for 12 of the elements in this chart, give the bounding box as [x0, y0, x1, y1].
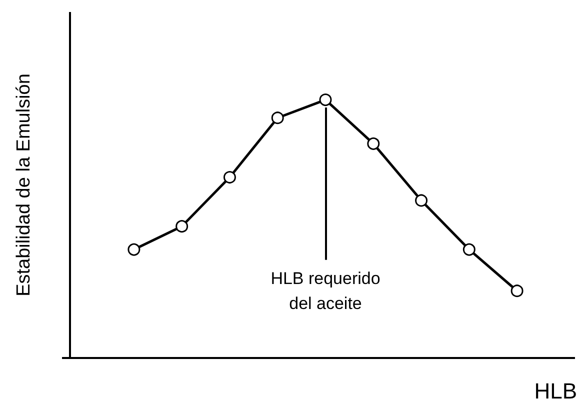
y-axis-title: Estabilidad de la Emulsión — [14, 74, 34, 296]
point — [462, 243, 476, 256]
point — [415, 194, 428, 207]
x-axis-title: HLB — [534, 378, 577, 404]
point — [510, 284, 524, 298]
point — [223, 171, 236, 184]
point — [176, 220, 188, 233]
annotation: HLB requerido del aceite — [270, 268, 380, 313]
point — [271, 112, 284, 124]
point — [319, 94, 332, 106]
point — [128, 243, 140, 256]
point — [367, 137, 380, 150]
